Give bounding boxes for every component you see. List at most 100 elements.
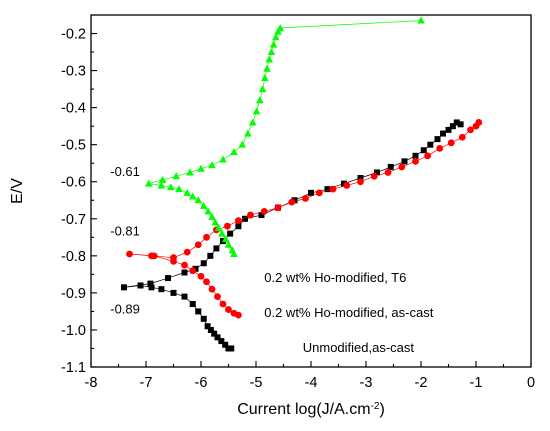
data-point	[224, 222, 231, 230]
data-point	[324, 186, 331, 193]
data-point	[440, 130, 446, 137]
annotation-label: -0.61	[110, 164, 140, 179]
data-point	[272, 33, 280, 41]
x-tick-label: -6	[195, 375, 208, 391]
series-1	[126, 119, 483, 319]
data-point	[144, 179, 153, 187]
data-point	[227, 230, 234, 237]
y-tick-label: -0.8	[61, 249, 86, 265]
data-point	[221, 235, 230, 243]
data-point	[417, 16, 425, 24]
data-point	[427, 141, 434, 148]
data-point	[235, 217, 242, 225]
data-point	[219, 155, 227, 163]
data-point	[274, 27, 282, 35]
data-point	[315, 189, 323, 197]
data-point	[424, 152, 431, 160]
data-point	[374, 169, 380, 176]
data-point	[243, 129, 252, 137]
data-point	[170, 254, 177, 262]
data-point	[357, 178, 364, 186]
data-point	[274, 204, 282, 212]
annotation-label: Unmodified,as-cast	[303, 340, 415, 355]
data-point	[475, 119, 483, 126]
y-tick-label: -0.7	[61, 212, 86, 228]
data-point	[211, 330, 218, 337]
data-point	[308, 189, 314, 196]
data-point	[235, 223, 242, 230]
x-tick-label: -8	[85, 375, 98, 391]
data-point	[181, 261, 188, 269]
x-tick-label: -3	[360, 375, 373, 391]
data-point	[343, 182, 351, 189]
data-point	[247, 211, 254, 219]
data-point	[208, 212, 216, 220]
data-point	[200, 260, 207, 267]
data-point	[158, 286, 165, 293]
data-point	[218, 229, 226, 237]
data-point	[207, 252, 214, 259]
y-tick-label: -0.2	[61, 27, 86, 43]
y-axis-title: E/V	[9, 178, 26, 204]
data-point	[175, 185, 183, 193]
data-point	[211, 218, 220, 226]
x-axis-title-end: )	[379, 401, 384, 418]
data-point	[194, 196, 203, 204]
data-point	[197, 272, 205, 280]
data-point	[357, 175, 364, 182]
data-point	[258, 85, 267, 93]
x-tick-label: 0	[527, 375, 535, 391]
data-point	[230, 309, 238, 317]
data-point	[225, 345, 232, 352]
data-point	[252, 107, 261, 115]
data-point	[436, 144, 444, 152]
data-point	[147, 280, 154, 287]
data-point	[186, 168, 194, 176]
data-point	[228, 246, 237, 254]
data-point	[214, 293, 221, 300]
data-point	[197, 164, 205, 172]
data-point	[158, 175, 167, 183]
data-point	[214, 224, 223, 232]
data-point	[230, 249, 238, 257]
data-point	[453, 119, 460, 126]
data-point	[189, 301, 196, 308]
data-point	[189, 267, 197, 275]
data-point	[256, 96, 264, 104]
data-point	[157, 181, 166, 189]
data-point	[267, 48, 276, 56]
data-point	[203, 278, 210, 286]
x-tick-label: -2	[415, 375, 428, 391]
data-point	[165, 275, 171, 282]
data-point	[288, 198, 296, 206]
data-point	[276, 23, 284, 31]
y-tick-label: -0.4	[61, 101, 86, 117]
data-point	[213, 245, 220, 252]
data-point	[195, 308, 202, 315]
x-tick-label: -4	[305, 375, 318, 391]
data-point	[242, 215, 248, 222]
data-point	[457, 121, 464, 128]
data-point	[200, 315, 207, 322]
data-point	[214, 334, 221, 341]
x-tick-label: -7	[140, 375, 153, 391]
y-tick-label: -1.1	[61, 360, 86, 376]
data-point	[449, 123, 456, 130]
data-point	[387, 163, 394, 170]
data-point	[222, 341, 229, 348]
data-point	[398, 163, 406, 171]
data-point	[458, 133, 466, 141]
data-point	[183, 188, 192, 196]
x-axis-title: Current log(J/A.cm-2)	[237, 401, 385, 419]
data-point	[126, 250, 133, 258]
data-point	[329, 185, 337, 193]
data-point	[265, 55, 273, 63]
annotations: -0.61 -0.81 -0.89 0.2 wt% Ho-modified, T6 0.…	[110, 164, 433, 355]
data-point	[261, 73, 269, 81]
series-2	[144, 16, 425, 257]
data-point	[188, 192, 197, 200]
data-point	[137, 282, 144, 289]
data-point	[148, 284, 155, 291]
data-point	[420, 147, 427, 154]
x-axis-title-main: Current log(J/A.cm	[237, 401, 370, 418]
